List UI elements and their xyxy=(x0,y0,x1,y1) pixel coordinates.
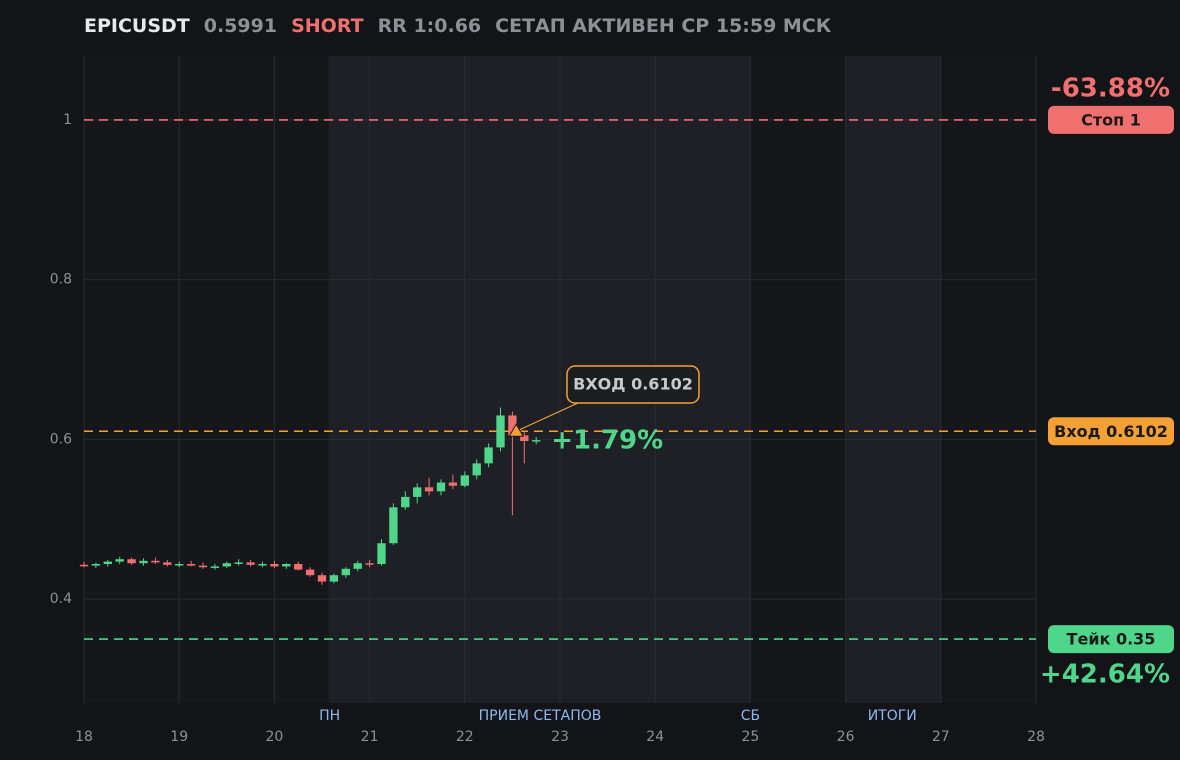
session-band xyxy=(845,56,941,703)
candle-body xyxy=(436,482,446,492)
session-label: ПН xyxy=(319,708,340,724)
entry-marker xyxy=(508,423,525,437)
status: СЕТАП АКТИВЕН СР 15:59 МСК xyxy=(495,15,832,37)
x-tick-label: 27 xyxy=(932,729,950,745)
y-tick-label: 0.6 xyxy=(50,431,72,447)
candle-body xyxy=(484,447,493,464)
x-tick-label: 20 xyxy=(265,729,283,745)
annotation-box xyxy=(566,365,700,404)
candle-body xyxy=(198,565,208,568)
candle-body xyxy=(508,415,517,436)
candle-body xyxy=(115,559,124,562)
candle-body xyxy=(222,563,231,567)
candle-body xyxy=(424,487,434,492)
candle-body xyxy=(294,564,303,570)
candle-body xyxy=(127,559,136,564)
symbol: EPICUSDT xyxy=(84,15,190,37)
level-label: Стоп 1 xyxy=(1081,110,1141,129)
candle-body xyxy=(413,487,422,497)
session-label: СБ xyxy=(741,708,760,724)
candle-body xyxy=(389,507,398,544)
level-badge xyxy=(1048,417,1174,446)
level-change: +42.64% xyxy=(1040,660,1170,690)
x-tick-label: 25 xyxy=(741,729,759,745)
y-tick-label: 1 xyxy=(63,112,72,128)
rr: RR 1:0.66 xyxy=(377,15,482,37)
candle-body xyxy=(246,562,255,565)
level-label: Вход 0.6102 xyxy=(1054,422,1168,441)
candle-body xyxy=(270,564,279,567)
y-tick-label: 0.8 xyxy=(50,272,72,288)
annotation-arrow xyxy=(515,402,579,432)
x-tick-label: 18 xyxy=(75,729,93,745)
candle-body xyxy=(175,564,184,566)
x-tick-label: 19 xyxy=(170,729,188,745)
session-label: ИТОГИ xyxy=(868,708,917,724)
candle-body xyxy=(103,561,112,565)
header: EPICUSDT 0.5991 SHORT RR 1:0.66 СЕТАП АК… xyxy=(84,15,831,37)
x-tick-label: 22 xyxy=(456,729,474,745)
x-tick-label: 24 xyxy=(646,729,664,745)
candle-body xyxy=(258,564,267,566)
candle-body xyxy=(472,463,481,476)
x-tick-label: 26 xyxy=(837,729,855,745)
candle-body xyxy=(91,564,101,566)
session-label: ПРИЕМ СЕТАПОВ xyxy=(479,708,602,724)
candle-body xyxy=(341,568,350,576)
candle-body xyxy=(329,575,339,582)
candle-body xyxy=(448,482,458,486)
candle-body xyxy=(365,563,374,565)
candle-body xyxy=(186,564,196,566)
candle-body xyxy=(460,475,469,486)
candle-body xyxy=(210,566,220,568)
candle-body xyxy=(79,564,89,567)
candle-body xyxy=(234,562,243,564)
y-tick-label: 0.4 xyxy=(50,591,72,607)
candle-body xyxy=(151,560,160,563)
candle-body xyxy=(305,569,315,576)
level-change: -63.88% xyxy=(1051,73,1170,103)
candle-body xyxy=(520,435,529,442)
annotation-text: ВХОД 0.6102 xyxy=(573,375,693,394)
candle-body xyxy=(353,563,362,569)
price: 0.5991 xyxy=(203,15,278,37)
x-tick-label: 21 xyxy=(361,729,379,745)
candle-body xyxy=(377,543,386,565)
candle-body xyxy=(401,496,410,508)
candle-body xyxy=(282,564,291,567)
candle-body xyxy=(139,560,148,564)
candle-body xyxy=(163,562,172,565)
x-tick-label: 23 xyxy=(551,729,569,745)
x-tick-label: 28 xyxy=(1027,729,1045,745)
current-change: +1.79% xyxy=(551,426,663,456)
candle-body xyxy=(317,575,327,582)
level-badge xyxy=(1048,105,1174,134)
candle-body xyxy=(532,440,541,442)
level-badge xyxy=(1048,625,1174,654)
side: SHORT xyxy=(291,15,364,37)
candle-body xyxy=(496,415,505,448)
level-label: Тейк 0.35 xyxy=(1067,630,1156,649)
